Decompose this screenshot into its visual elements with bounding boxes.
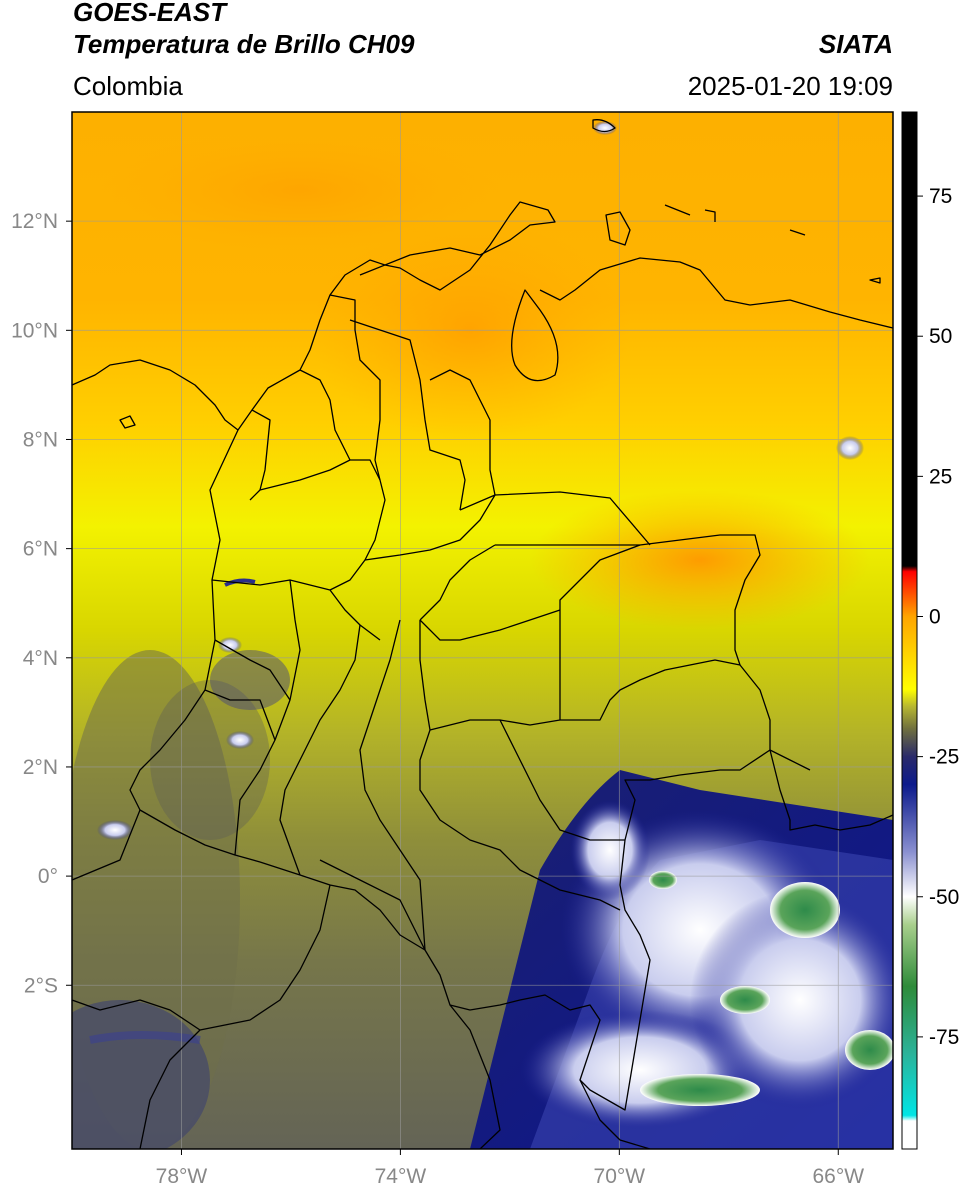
lat-tick-label: 4°N — [23, 647, 58, 670]
colorbar-scale — [901, 111, 918, 1150]
lat-tick-label: 0° — [38, 865, 58, 888]
colorbar-tick-label: -50 — [929, 886, 959, 909]
colorbar-tick-label: 0 — [929, 605, 941, 628]
lon-tick-label: 66°W — [812, 1165, 864, 1188]
colorbar-ticks: 75 50 25 0 -25 -50 -75 — [917, 185, 959, 1049]
lat-tick-label: 10°N — [11, 319, 58, 342]
lon-tick-label: 78°W — [156, 1165, 208, 1188]
region-label: Colombia — [73, 71, 183, 101]
lon-tick-label: 70°W — [594, 1165, 646, 1188]
lat-tick-label: 2°N — [23, 756, 58, 779]
datetime-label: 2025-01-20 19:09 — [687, 71, 893, 101]
longitude-ticks: 78°W 74°W 70°W 66°W — [156, 1149, 864, 1188]
lat-tick-label: 2°S — [24, 974, 58, 997]
boundaries — [72, 119, 893, 1149]
lat-tick-label: 6°N — [23, 538, 58, 561]
organization-label: SIATA — [818, 29, 893, 59]
colorbar-tick-label: 50 — [929, 325, 952, 348]
gridlines — [72, 112, 893, 1149]
map-frame — [71, 111, 894, 1150]
satellite-title: GOES-EAST — [73, 0, 227, 27]
colombia-border — [72, 201, 556, 431]
colorbar-tick-label: -25 — [929, 746, 959, 769]
latitude-ticks: 12°N 10°N 8°N 6°N 4°N 2°N 0° 2°S — [11, 210, 72, 997]
lon-tick-label: 74°W — [375, 1165, 427, 1188]
colorbar-tick-label: 75 — [929, 185, 952, 208]
colorbar-tick-label: -75 — [929, 1026, 959, 1049]
lat-tick-label: 8°N — [23, 428, 58, 451]
product-title: Temperatura de Brillo CH09 — [73, 29, 415, 59]
colorbar: 75 50 25 0 -25 -50 -75 — [901, 111, 959, 1150]
colorbar-tick-label: 25 — [929, 465, 952, 488]
lat-tick-label: 12°N — [11, 210, 58, 233]
